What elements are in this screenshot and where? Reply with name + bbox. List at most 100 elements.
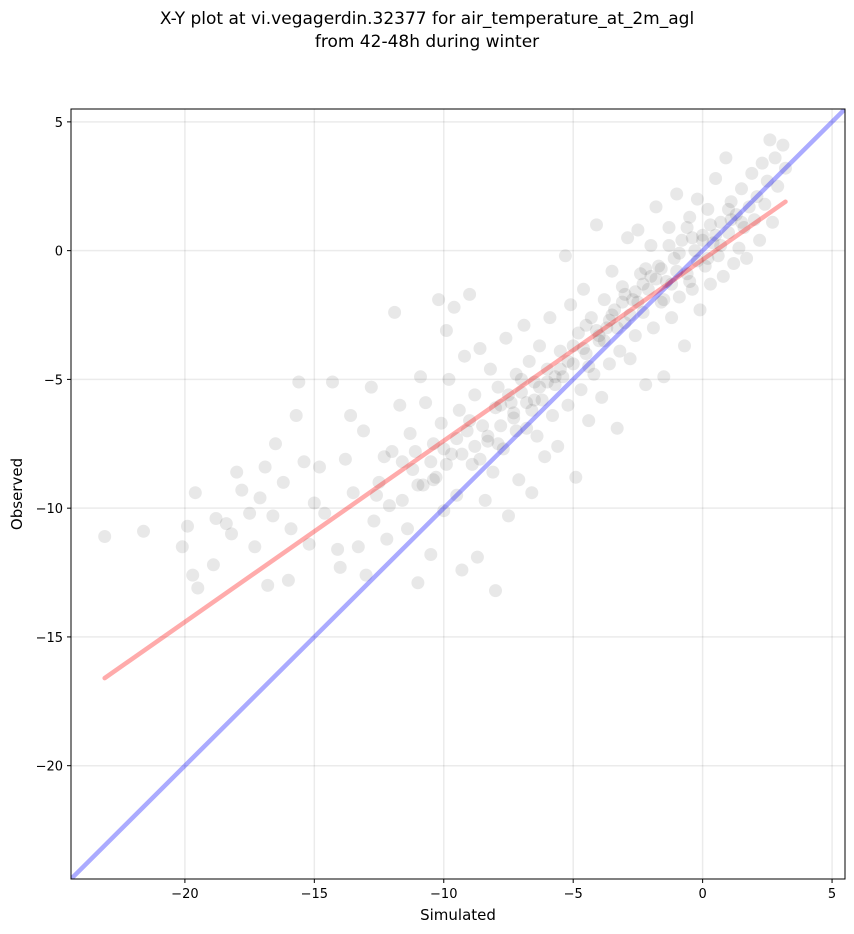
- scatter-point: [577, 282, 590, 296]
- scatter-point: [297, 455, 311, 469]
- scatter-point: [445, 447, 458, 461]
- scatter-point: [269, 437, 282, 451]
- scatter-point: [434, 416, 448, 430]
- scatter-point: [680, 221, 694, 234]
- scatter-point: [481, 429, 495, 443]
- scatter-point: [318, 506, 332, 520]
- scatter-point: [499, 331, 513, 345]
- scatter-point: [755, 156, 769, 170]
- scatter-point: [613, 344, 627, 358]
- scatter-point: [266, 509, 280, 523]
- scatter-point: [649, 272, 663, 286]
- scatter-point: [463, 414, 477, 428]
- x-tick-label: −5: [564, 887, 583, 902]
- scatter-point: [540, 362, 554, 376]
- scatter-point: [307, 496, 321, 510]
- scatter-point: [535, 393, 549, 407]
- scatter-point: [507, 406, 521, 420]
- scatter-point: [338, 452, 352, 466]
- scatter-point: [359, 568, 373, 582]
- scatter-point: [696, 233, 710, 247]
- x-tick-label: 0: [698, 887, 706, 902]
- scatter-point: [520, 396, 534, 410]
- scatter-point: [641, 282, 655, 296]
- scatter-point: [566, 357, 580, 371]
- scatter-point: [561, 398, 575, 412]
- scatter-point: [302, 537, 316, 551]
- scatter-point: [253, 491, 267, 505]
- scatter-point: [502, 509, 515, 523]
- scatter-point: [597, 334, 611, 348]
- scatter-point: [709, 228, 723, 242]
- scatter-point: [470, 550, 484, 564]
- y-tick-label: −20: [36, 760, 63, 775]
- scatter-point: [698, 259, 712, 273]
- plot-frame: [70, 108, 846, 880]
- scatter-point: [709, 172, 723, 185]
- scatter-point: [439, 457, 453, 471]
- scatter-point: [455, 447, 469, 461]
- scatter-point: [447, 300, 461, 314]
- scatter-point: [494, 398, 508, 412]
- scatter-point: [644, 239, 658, 252]
- scatter-point: [779, 161, 792, 175]
- scatter-point: [186, 568, 200, 582]
- scatter-point: [595, 390, 609, 404]
- scatter-point: [579, 347, 593, 361]
- scatter-point: [639, 262, 653, 276]
- scatter-point: [763, 133, 777, 147]
- scatter-point: [540, 375, 554, 389]
- scatter-point: [735, 182, 748, 196]
- scatter-point: [579, 318, 593, 332]
- scatter-point: [491, 380, 505, 394]
- scatter-point: [326, 375, 339, 389]
- scatter-point: [276, 475, 290, 489]
- scatter-point: [584, 311, 598, 325]
- scatter-point: [564, 298, 578, 312]
- scatter-point: [662, 239, 676, 252]
- scatter-point: [654, 295, 668, 309]
- scatter-point: [634, 267, 647, 281]
- scatter-point: [414, 370, 427, 384]
- scatter-point: [696, 228, 710, 242]
- scatter-point: [458, 349, 471, 363]
- scatter-point: [623, 352, 637, 366]
- scatter-point: [670, 187, 684, 201]
- scatter-point: [649, 200, 663, 214]
- scatter-point: [289, 409, 303, 422]
- scatter-point: [675, 233, 689, 247]
- scatter-point: [463, 287, 477, 301]
- scatter-point: [672, 246, 686, 260]
- scatter-point: [465, 457, 479, 471]
- scatter-point: [587, 367, 601, 381]
- scatter-point: [473, 452, 487, 466]
- scatter-point: [437, 442, 451, 456]
- scatter-point: [517, 318, 531, 332]
- scatter-point: [680, 267, 694, 281]
- scatter-point: [577, 342, 590, 355]
- scatter-point: [460, 424, 474, 438]
- scatter-point: [701, 251, 715, 265]
- scatter-point: [740, 251, 754, 265]
- scatter-point: [284, 522, 298, 536]
- scatter-point: [768, 151, 782, 165]
- scatter-point: [380, 532, 394, 546]
- scatter-point: [561, 354, 575, 368]
- scatter-point: [722, 226, 735, 240]
- scatter-point: [711, 249, 725, 263]
- scatter-point: [489, 401, 502, 415]
- scatter-point: [442, 372, 456, 386]
- scatter-point: [395, 493, 409, 507]
- scatter-point: [382, 499, 396, 513]
- grid-lines: [71, 109, 845, 879]
- scatter-point: [439, 324, 453, 337]
- scatter-point: [766, 215, 779, 229]
- scatter-point: [556, 370, 570, 384]
- scatter-point: [357, 424, 370, 438]
- scatter-point: [496, 442, 510, 456]
- scatter-point: [621, 231, 635, 245]
- scatter-point: [745, 166, 759, 180]
- scatter-point: [388, 305, 402, 319]
- scatter-point: [548, 370, 562, 384]
